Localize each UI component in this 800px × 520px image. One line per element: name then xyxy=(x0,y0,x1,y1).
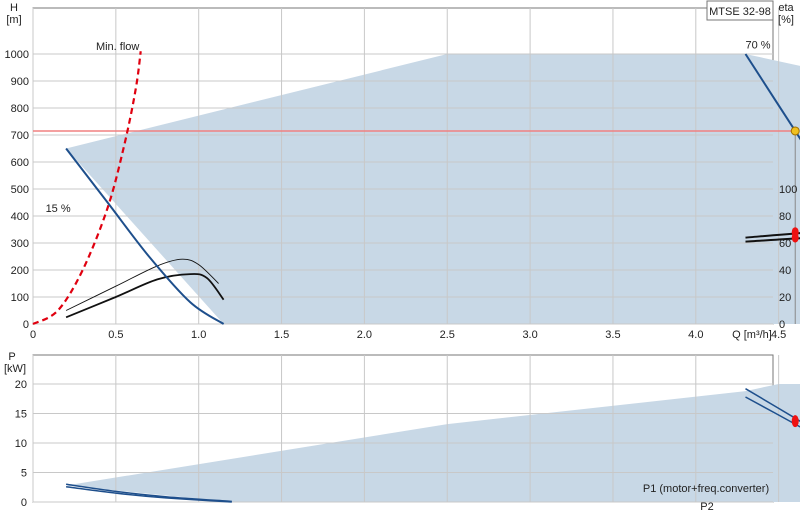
x-tick-label: 1.5 xyxy=(274,329,289,341)
y2-tick-label: 0 xyxy=(779,319,785,331)
x-tick-label: 3.5 xyxy=(605,329,620,341)
y-tick-label: 700 xyxy=(11,130,29,142)
x-tick-label: 2.0 xyxy=(357,329,372,341)
p-axis-label: P xyxy=(8,351,15,363)
p-tick-label: 20 xyxy=(15,379,27,391)
y2-axis-label: eta xyxy=(778,2,794,14)
y2-tick-label: 60 xyxy=(779,238,791,250)
y-tick-label: 900 xyxy=(11,76,29,88)
y-axis-label: H xyxy=(10,2,18,14)
p-axis-unit: [kW] xyxy=(4,363,26,375)
efficiency-operating-marker xyxy=(792,233,799,243)
y-tick-label: 300 xyxy=(11,238,29,250)
y-tick-label: 1000 xyxy=(5,49,29,61)
curve-label: 70 % xyxy=(746,40,771,52)
chart-title-box-label: MTSE 32-98 xyxy=(709,6,771,18)
power-curve-label: P1 (motor+freq.converter) xyxy=(643,483,769,495)
curve-label: Min. flow xyxy=(96,41,139,53)
power-curve-label: P2 xyxy=(700,501,713,513)
y2-axis-unit: [%] xyxy=(778,14,794,26)
y-tick-label: 400 xyxy=(11,211,29,223)
y-tick-label: 0 xyxy=(23,319,29,331)
p-tick-label: 15 xyxy=(15,409,27,421)
p-tick-label: 5 xyxy=(21,468,27,480)
y-tick-label: 800 xyxy=(11,103,29,115)
x-axis-label: Q [m³/h] xyxy=(732,329,772,341)
x-tick-label: 1.0 xyxy=(191,329,206,341)
x-tick-label: 3.0 xyxy=(522,329,537,341)
power-operating-marker xyxy=(792,415,799,427)
y2-tick-label: 80 xyxy=(779,211,791,223)
y2-tick-label: 40 xyxy=(779,265,791,277)
x-tick-label: 0 xyxy=(30,329,36,341)
duty-point-marker xyxy=(791,127,799,135)
y2-tick-label: 20 xyxy=(779,292,791,304)
y-tick-label: 100 xyxy=(11,292,29,304)
y-tick-label: 500 xyxy=(11,184,29,196)
x-tick-label: 2.5 xyxy=(440,329,455,341)
p-tick-label: 0 xyxy=(21,497,27,509)
p-tick-label: 10 xyxy=(15,438,27,450)
y2-tick-label: 100 xyxy=(779,184,797,196)
x-tick-label: 0.5 xyxy=(108,329,123,341)
y-tick-label: 600 xyxy=(11,157,29,169)
y-tick-label: 200 xyxy=(11,265,29,277)
x-tick-label: 4.0 xyxy=(688,329,703,341)
curve-label: 15 % xyxy=(46,203,71,215)
y-axis-unit: [m] xyxy=(6,14,21,26)
